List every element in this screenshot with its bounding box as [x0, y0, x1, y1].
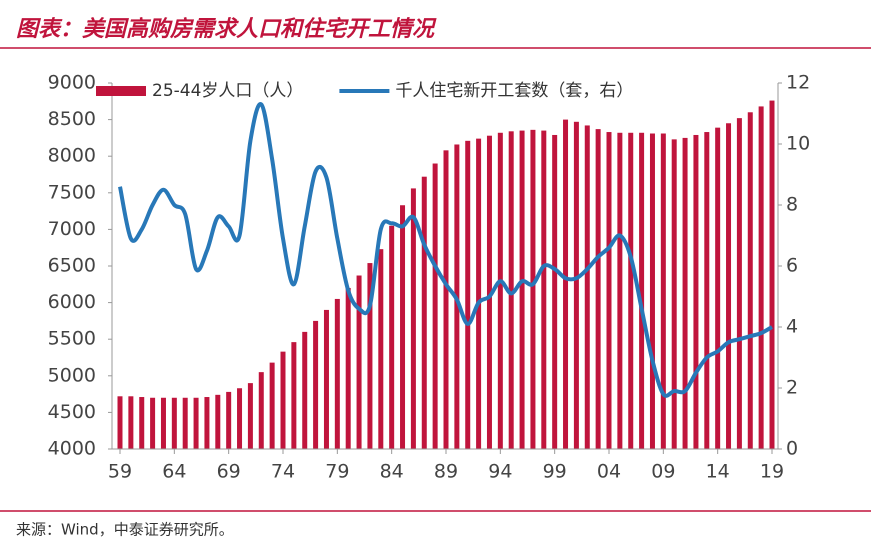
bar: [639, 132, 645, 449]
bar: [769, 100, 775, 450]
bar: [117, 396, 123, 449]
y-tick-label: 4000: [48, 438, 96, 460]
bar: [584, 125, 590, 450]
x-tick-label: 14: [706, 461, 730, 483]
bar: [367, 263, 373, 449]
bar: [552, 134, 558, 450]
bar: [150, 397, 156, 449]
bar: [269, 362, 275, 449]
bar: [704, 132, 710, 449]
y-tick-label: 4500: [48, 401, 96, 423]
bar: [226, 391, 232, 449]
x-tick-label: 84: [380, 461, 404, 483]
x-tick-label: 79: [325, 461, 349, 483]
bar: [595, 129, 601, 449]
line: [118, 102, 774, 398]
bar: [758, 106, 764, 449]
bar: [617, 132, 623, 449]
legend-swatch: [96, 86, 146, 96]
bar: [171, 397, 177, 449]
bar: [400, 205, 406, 449]
y-tick-label: 6500: [48, 255, 96, 277]
x-tick-label: 64: [162, 461, 186, 483]
y2-tick-label: 2: [786, 377, 798, 399]
source-note: 来源：Wind，中泰证券研究所。: [16, 521, 234, 539]
bar: [606, 132, 612, 449]
bar: [128, 396, 134, 449]
y2-tick-label: 12: [786, 72, 810, 94]
bar: [715, 127, 721, 449]
bar: [389, 225, 395, 449]
bar: [215, 394, 221, 449]
bar: [432, 163, 438, 449]
bar: [182, 397, 188, 449]
bar: [193, 397, 199, 449]
y2-tick-label: 4: [786, 316, 798, 338]
bar: [356, 275, 362, 449]
bar: [139, 397, 145, 449]
x-tick-label: 04: [597, 461, 621, 483]
bar: [160, 397, 166, 449]
y-tick-label: 7000: [48, 218, 96, 240]
bar: [660, 133, 666, 449]
x-tick-label: 09: [651, 461, 675, 483]
y2-tick-label: 6: [786, 255, 798, 277]
bar: [693, 134, 699, 450]
bar: [465, 140, 471, 449]
bar: [486, 135, 492, 450]
y-tick-label: 8500: [48, 108, 96, 130]
x-tick-label: 94: [488, 461, 512, 483]
bar: [541, 130, 547, 449]
y2-tick-label: 0: [786, 438, 798, 460]
bar: [280, 351, 286, 449]
bar: [247, 383, 253, 449]
bar: [313, 320, 319, 449]
bar: [682, 137, 688, 449]
y-tick-label: 6000: [48, 291, 96, 313]
bar: [563, 119, 569, 449]
bar: [237, 388, 243, 449]
bar: [508, 131, 514, 449]
bar: [204, 397, 210, 449]
bar: [302, 331, 308, 449]
y-tick-label: 5500: [48, 328, 96, 350]
bar: [334, 298, 340, 449]
y-tick-label: 9000: [48, 72, 96, 94]
bar: [323, 309, 329, 449]
bar: [291, 342, 297, 449]
bar: [573, 121, 579, 450]
bar: [421, 176, 427, 450]
y-tick-label: 5000: [48, 364, 96, 386]
y2-tick-label: 10: [786, 133, 810, 155]
x-tick-label: 74: [271, 461, 295, 483]
legend-label: 千人住宅新开工套数（套，右）: [395, 81, 633, 101]
legend-label: 25-44岁人口（人）: [152, 81, 303, 101]
bar: [258, 372, 264, 449]
x-tick-label: 99: [543, 461, 567, 483]
x-tick-label: 59: [108, 461, 132, 483]
x-tick-label: 19: [760, 461, 784, 483]
bar: [649, 133, 655, 449]
bar: [410, 188, 416, 449]
x-tick-label: 89: [434, 461, 458, 483]
bar: [628, 132, 634, 449]
x-tick-label: 69: [217, 461, 241, 483]
bar: [671, 139, 677, 449]
y-tick-label: 8000: [48, 145, 96, 167]
bar: [519, 130, 525, 449]
bar: [747, 112, 753, 449]
bar: [726, 123, 732, 449]
bar: [530, 129, 536, 449]
bar: [443, 150, 449, 449]
bar: [736, 118, 742, 450]
bar: [476, 138, 482, 449]
bar: [497, 132, 503, 449]
chart-title: 图表：美国高购房需求人口和住宅开工情况: [16, 16, 437, 42]
y-tick-label: 7500: [48, 181, 96, 203]
bar: [345, 287, 351, 449]
bar: [378, 249, 384, 449]
y2-tick-label: 8: [786, 194, 798, 216]
